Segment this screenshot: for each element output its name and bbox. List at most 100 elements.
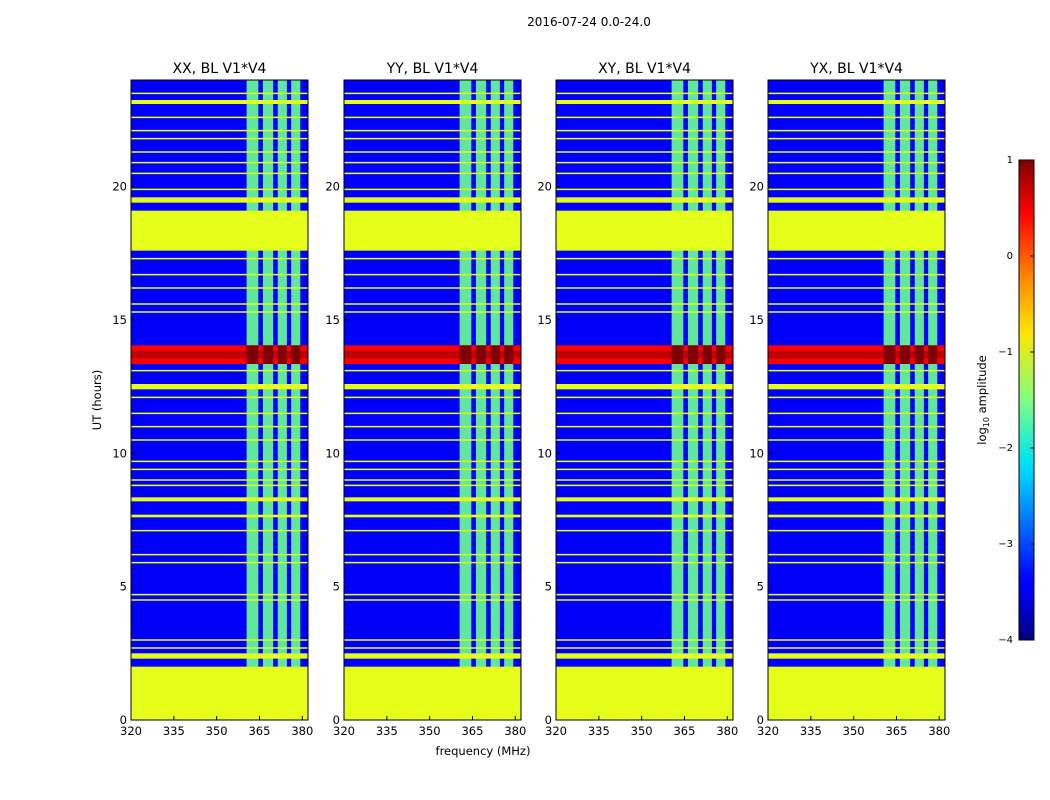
- panel-title: YY, BL V1*V4: [386, 61, 479, 77]
- rfi-channel: [899, 80, 911, 720]
- y-tick-label: 10: [749, 446, 764, 460]
- panel-title: XX, BL V1*V4: [173, 61, 267, 77]
- rfi-event-channel: [671, 345, 684, 364]
- panel-frame: [343, 79, 522, 721]
- rfi-event-channel: [262, 345, 274, 364]
- panel-frame: [767, 79, 946, 721]
- rfi-event-channel: [490, 345, 500, 364]
- y-tick-label: 20: [325, 180, 340, 194]
- x-tick-label: 365: [248, 724, 270, 738]
- x-tick-label: 320: [333, 724, 355, 738]
- flagged-time-range: [131, 666, 308, 720]
- rfi-channel: [702, 80, 712, 720]
- x-tick-label: 365: [885, 724, 907, 738]
- colorbar: 10−1−2−3−4 log10 amplitude: [975, 155, 1035, 646]
- y-tick-label: 5: [333, 580, 340, 594]
- flagged-time-range: [344, 384, 521, 390]
- x-tick-label: 320: [545, 724, 567, 738]
- y-tick-label: 0: [333, 713, 340, 727]
- panel-frame: [555, 79, 734, 721]
- x-tick-label: 365: [673, 724, 695, 738]
- rfi-channel: [490, 80, 500, 720]
- flagged-time-range: [131, 197, 308, 203]
- flagged-time-range: [768, 210, 945, 251]
- rfi-channel: [504, 80, 514, 720]
- panel-0: XX, BL V1*V4 320 335 350 365 380 0 5 10 15 20: [112, 61, 313, 738]
- colorbar-label-rest: amplitude: [975, 355, 989, 417]
- y-tick-label: 20: [112, 180, 127, 194]
- flagged-time-range: [344, 653, 521, 659]
- y-axis-label: UT (hours): [90, 370, 104, 430]
- rfi-event-channel: [702, 345, 712, 364]
- flagged-time-range: [131, 210, 308, 251]
- x-tick-label: 380: [716, 724, 738, 738]
- panel-title: XY, BL V1*V4: [598, 61, 691, 77]
- y-tick-label: 5: [757, 580, 764, 594]
- rfi-event-channel: [928, 345, 938, 364]
- flagged-time-range: [768, 514, 945, 518]
- panel-title: YX, BL V1*V4: [809, 61, 903, 77]
- colorbar-gradient: [1018, 159, 1035, 641]
- rfi-channel: [475, 80, 487, 720]
- y-tick-label: 5: [120, 580, 127, 594]
- flagged-time-range: [556, 666, 733, 720]
- colorbar-tick-label: 0: [1007, 251, 1013, 262]
- rfi-event-channel: [899, 345, 911, 364]
- y-tick-label: 10: [325, 446, 340, 460]
- colorbar-tick-label: −4: [998, 635, 1013, 646]
- panel-3: YX, BL V1*V4 320 335 350 365 380 0 5 10 15 20: [749, 61, 950, 738]
- y-tick-label: 15: [537, 313, 552, 327]
- panel-1: YY, BL V1*V4 320 335 350 365 380 0 5 10 15 20: [325, 61, 526, 738]
- rfi-channel: [671, 80, 684, 720]
- flagged-time-range: [556, 514, 733, 518]
- x-tick-label: 350: [631, 724, 653, 738]
- flagged-time-range: [556, 100, 733, 104]
- x-tick-label: 350: [843, 724, 865, 738]
- colorbar-label-sub: 10: [982, 417, 991, 427]
- x-tick-label: 350: [419, 724, 441, 738]
- flagged-time-range: [131, 514, 308, 518]
- y-tick-label: 0: [757, 713, 764, 727]
- flagged-time-range: [344, 197, 521, 203]
- flagged-time-range: [131, 384, 308, 390]
- rfi-channel: [928, 80, 938, 720]
- rfi-event-core: [768, 350, 945, 359]
- flagged-time-range: [556, 497, 733, 502]
- rfi-event-channel: [687, 345, 699, 364]
- rfi-channel: [277, 80, 287, 720]
- rfi-channel: [883, 80, 896, 720]
- x-tick-label: 350: [206, 724, 228, 738]
- flagged-time-range: [344, 497, 521, 502]
- flagged-time-range: [768, 100, 945, 104]
- colorbar-label-base: log: [975, 427, 989, 445]
- rfi-channel: [291, 80, 301, 720]
- rfi-channel: [459, 80, 472, 720]
- rfi-event-channel: [716, 345, 726, 364]
- x-tick-label: 365: [461, 724, 483, 738]
- flagged-time-range: [131, 100, 308, 104]
- rfi-channel: [246, 80, 259, 720]
- colorbar-tick-label: −3: [998, 539, 1013, 550]
- y-tick-label: 15: [112, 313, 127, 327]
- colorbar-label: log10 amplitude: [975, 355, 991, 445]
- rfi-event-core: [131, 350, 308, 359]
- y-tick-label: 0: [120, 713, 127, 727]
- panel-2: XY, BL V1*V4 320 335 350 365 380 0 5 10 15 20: [537, 61, 738, 738]
- rfi-channel: [687, 80, 699, 720]
- y-tick-label: 10: [112, 446, 127, 460]
- y-tick-label: 10: [537, 446, 552, 460]
- x-tick-label: 380: [291, 724, 313, 738]
- flagged-time-range: [556, 197, 733, 203]
- x-tick-label: 320: [120, 724, 142, 738]
- x-axis-label: frequency (MHz): [436, 744, 531, 758]
- flagged-time-range: [344, 210, 521, 251]
- flagged-time-range: [768, 497, 945, 502]
- colorbar-tick-label: 1: [1007, 155, 1013, 166]
- y-tick-label: 15: [749, 313, 764, 327]
- x-tick-label: 320: [757, 724, 779, 738]
- flagged-time-range: [556, 384, 733, 390]
- y-tick-label: 20: [749, 180, 764, 194]
- rfi-event-channel: [475, 345, 487, 364]
